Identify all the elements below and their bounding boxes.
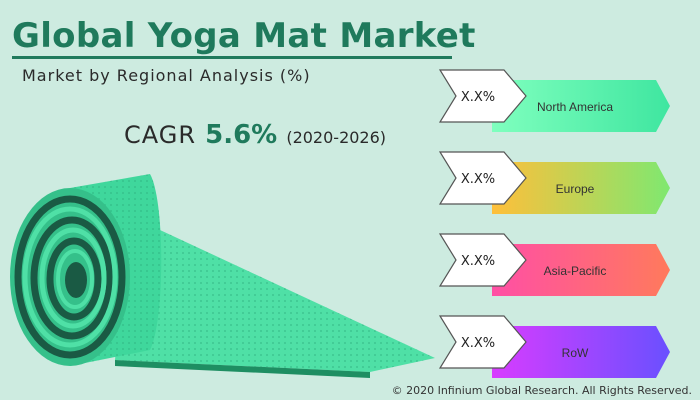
region-value-box-north-america — [438, 69, 527, 123]
region-value-north-america: X.X% — [461, 90, 495, 105]
mat-roll-spiral — [10, 188, 130, 366]
region-value-box-asia-pacific — [438, 233, 527, 287]
region-band-asia-pacific — [492, 244, 670, 296]
cagr-value: 5.6% — [205, 120, 278, 150]
title-underline — [12, 56, 452, 59]
region-panels: X.X% North America X.X% Europe X.X% Asia-Paci… — [438, 69, 670, 378]
region-label-north-america: North America — [537, 100, 613, 114]
page-title: Global Yoga Mat Market — [12, 16, 476, 56]
region-value-box-row — [438, 315, 527, 369]
mat-edge — [115, 360, 370, 378]
cagr-label: CAGR — [124, 121, 197, 149]
region-value-asia-pacific: X.X% — [461, 254, 495, 269]
cagr-block: CAGR 5.6% (2020-2026) — [124, 120, 386, 150]
region-label-asia-pacific: Asia-Pacific — [544, 264, 607, 278]
region-band-north-america — [492, 80, 670, 132]
region-label-row: RoW — [562, 346, 589, 360]
region-value-row: X.X% — [461, 336, 495, 351]
region-band-europe — [492, 162, 670, 214]
yoga-mat-illustration — [10, 174, 435, 378]
region-band-row — [492, 326, 670, 378]
region-value-europe: X.X% — [461, 172, 495, 187]
region-value-box-europe — [438, 151, 527, 205]
page-subtitle: Market by Regional Analysis (%) — [22, 66, 311, 85]
copyright-footer: © 2020 Infinium Global Research. All Rig… — [391, 384, 692, 397]
region-label-europe: Europe — [556, 182, 595, 196]
cagr-period: (2020-2026) — [286, 128, 387, 147]
